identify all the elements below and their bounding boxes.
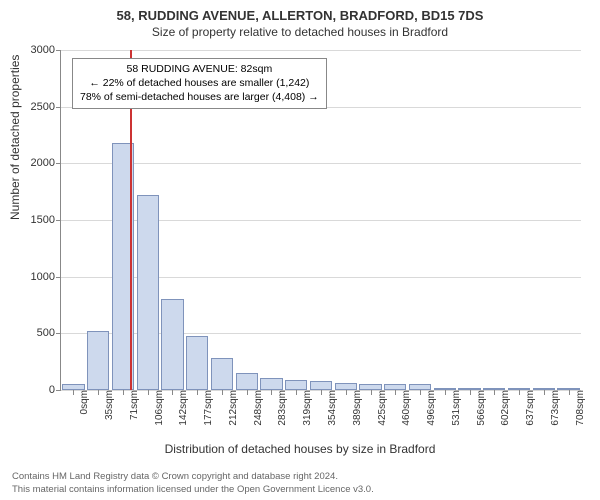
xtick-label: 71sqm	[127, 390, 140, 420]
xtick-label: 354sqm	[325, 390, 338, 426]
x-axis-caption: Distribution of detached houses by size …	[0, 442, 600, 456]
xtick-mark	[346, 390, 347, 395]
histogram-bar	[137, 195, 159, 390]
footer-attribution: Contains HM Land Registry data © Crown c…	[12, 471, 374, 496]
xtick-mark	[247, 390, 248, 395]
xtick-label: 425sqm	[375, 390, 388, 426]
footer-line3: This material contains information licen…	[12, 484, 374, 496]
annotation-line3: 78% of semi-detached houses are larger (…	[80, 90, 319, 104]
gridline	[61, 163, 581, 164]
histogram-bar	[87, 331, 109, 390]
xtick-label: 212sqm	[226, 390, 239, 426]
ytick-label: 2500	[31, 101, 61, 113]
histogram-bar	[161, 299, 183, 390]
histogram-bar	[186, 336, 208, 390]
footer-line1: Contains HM Land Registry data © Crown c…	[12, 471, 374, 483]
xtick-mark	[197, 390, 198, 395]
xtick-label: 177sqm	[201, 390, 214, 426]
xtick-label: 602sqm	[498, 390, 511, 426]
histogram-bar	[260, 378, 282, 390]
xtick-label: 319sqm	[300, 390, 313, 426]
ytick-label: 1500	[31, 214, 61, 226]
xtick-mark	[222, 390, 223, 395]
xtick-mark	[98, 390, 99, 395]
gridline	[61, 50, 581, 51]
xtick-mark	[148, 390, 149, 395]
xtick-label: 496sqm	[424, 390, 437, 426]
ytick-label: 0	[49, 384, 61, 396]
xtick-mark	[172, 390, 173, 395]
xtick-mark	[321, 390, 322, 395]
xtick-label: 389sqm	[350, 390, 363, 426]
xtick-mark	[296, 390, 297, 395]
chart-title-sub: Size of property relative to detached ho…	[0, 23, 600, 39]
xtick-mark	[420, 390, 421, 395]
xtick-mark	[544, 390, 545, 395]
annotation-line1: 58 RUDDING AVENUE: 82sqm	[80, 62, 319, 76]
xtick-mark	[494, 390, 495, 395]
ytick-label: 500	[37, 327, 61, 339]
xtick-label: 460sqm	[399, 390, 412, 426]
xtick-mark	[73, 390, 74, 395]
histogram-bar	[310, 381, 332, 390]
xtick-mark	[519, 390, 520, 395]
annotation-line2: ← 22% of detached houses are smaller (1,…	[80, 76, 319, 90]
ytick-label: 1000	[31, 271, 61, 283]
xtick-mark	[395, 390, 396, 395]
histogram-bar	[236, 373, 258, 390]
ytick-label: 3000	[31, 44, 61, 56]
xtick-label: 142sqm	[176, 390, 189, 426]
xtick-mark	[123, 390, 124, 395]
histogram-bar	[335, 383, 357, 390]
xtick-label: 531sqm	[449, 390, 462, 426]
annotation-box: 58 RUDDING AVENUE: 82sqm ← 22% of detach…	[72, 58, 327, 109]
histogram-bar	[211, 358, 233, 390]
y-axis-label: Number of detached properties	[8, 55, 22, 220]
histogram-bar	[285, 380, 307, 390]
xtick-label: 0sqm	[77, 390, 90, 414]
xtick-label: 35sqm	[102, 390, 115, 420]
xtick-label: 637sqm	[523, 390, 536, 426]
chart-title-main: 58, RUDDING AVENUE, ALLERTON, BRADFORD, …	[0, 0, 600, 23]
xtick-mark	[371, 390, 372, 395]
xtick-label: 106sqm	[152, 390, 165, 426]
xtick-label: 708sqm	[573, 390, 586, 426]
xtick-label: 248sqm	[251, 390, 264, 426]
xtick-mark	[445, 390, 446, 395]
ytick-label: 2000	[31, 157, 61, 169]
xtick-label: 283sqm	[275, 390, 288, 426]
xtick-mark	[271, 390, 272, 395]
xtick-mark	[569, 390, 570, 395]
xtick-label: 566sqm	[474, 390, 487, 426]
xtick-label: 673sqm	[548, 390, 561, 426]
xtick-mark	[470, 390, 471, 395]
